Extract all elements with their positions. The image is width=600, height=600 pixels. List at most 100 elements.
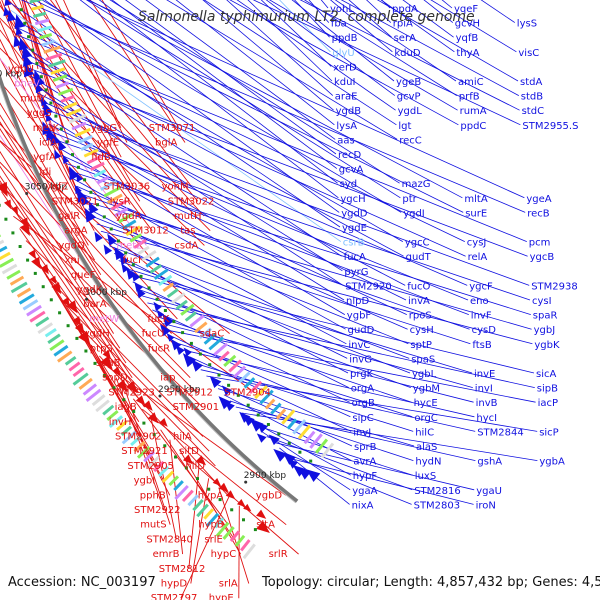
gene-label-forward: hilD (185, 461, 205, 472)
function-category-block (218, 350, 230, 362)
scale-tick-dot (172, 320, 176, 324)
scale-tick-dot (132, 410, 136, 413)
leader-line (100, 230, 533, 345)
gene-label-reverse: surE (465, 208, 487, 219)
scale-tick-dot (49, 101, 53, 105)
function-category-block (161, 470, 175, 483)
function-category-block (275, 408, 287, 420)
leader-line (179, 449, 241, 555)
reverse-gene-arrow (160, 324, 171, 337)
reverse-gene-arrow (34, 71, 45, 87)
function-category-block (175, 299, 188, 310)
gene-label-reverse: orgB (352, 398, 375, 409)
function-category-block (234, 534, 246, 547)
leader-line (194, 362, 414, 432)
scale-tick-dot (31, 48, 35, 52)
function-category-block (229, 530, 240, 542)
leader-line (15, 26, 465, 242)
reverse-gene-arrow (297, 467, 312, 480)
gene-label-reverse: ygbF (347, 311, 372, 322)
forward-gene-arrow (183, 454, 193, 465)
gene-label-reverse: stdC (522, 106, 544, 117)
leader-line (0, 123, 178, 320)
leader-line (180, 496, 230, 599)
function-category-block (37, 322, 54, 334)
leader-line (17, 34, 527, 242)
leader-line (89, 0, 186, 143)
scale-tick-dot (277, 432, 281, 436)
function-category-block (33, 11, 47, 18)
gene-label-reverse: invG (349, 354, 372, 365)
forward-gene-arrow (99, 355, 113, 370)
gene-label-reverse: gshA (477, 457, 502, 468)
forward-gene-arrow (212, 478, 221, 487)
leader-line (183, 349, 475, 418)
scale-tick-dot (207, 487, 211, 491)
gene-label-reverse: stdA (520, 77, 542, 88)
function-category-block (270, 402, 282, 415)
function-category-block (206, 512, 220, 527)
scale-tick-dot (198, 352, 202, 356)
gene-label-reverse: iacP (538, 398, 558, 409)
reverse-gene-arrow (41, 96, 48, 106)
gene-label-reverse: nlpD (346, 296, 369, 307)
forward-gene-arrow (49, 275, 57, 285)
gene-label-reverse: alaS (416, 442, 437, 453)
reverse-gene-arrow (249, 418, 264, 432)
scale-tick-dot (35, 62, 39, 65)
function-category-block (38, 32, 53, 40)
scale-tick (244, 480, 248, 484)
function-category-block (100, 179, 118, 191)
gene-label-forward: mutS (140, 520, 166, 531)
scale-tick-dot (184, 466, 188, 470)
gene-label-reverse: ygdB (336, 106, 362, 117)
gene-label-forward: ygfA (33, 152, 56, 163)
gene-label-forward: STM2923 (108, 387, 155, 398)
reverse-gene-arrow (94, 231, 103, 243)
function-category-block (26, 304, 42, 317)
gene-label-forward: invH (109, 417, 132, 428)
leader-line (157, 316, 412, 403)
scale-tick-dot (0, 203, 1, 207)
leader-line (334, 0, 457, 82)
forward-gene-arrow (31, 256, 41, 270)
scale-tick-dot (309, 459, 313, 463)
function-category-block (320, 442, 335, 459)
function-category-block (85, 388, 102, 402)
gene-label-reverse: aas (337, 135, 354, 146)
gene-label-forward: fucI (123, 255, 141, 266)
gene-label-reverse: invF (471, 311, 492, 322)
scale-label: 2900 kbp (244, 471, 287, 481)
leader-line (99, 355, 229, 496)
gene-label-forward: ygdR (116, 211, 142, 222)
function-category-block (145, 256, 160, 268)
scale-tick-dot (19, 8, 23, 12)
forward-gene-arrow (218, 482, 229, 493)
scale-tick-dot (76, 165, 80, 169)
reverse-gene-arrow (224, 401, 235, 412)
gene-label-forward: STM3012 (122, 226, 169, 237)
genome-backbone (0, 72, 299, 504)
reverse-gene-arrow (35, 82, 44, 93)
reverse-gene-arrow (156, 309, 165, 319)
gene-label-reverse: ygaU (476, 486, 502, 497)
gene-label-reverse: ygcH (340, 194, 365, 205)
function-category-block (103, 186, 121, 198)
function-category-block (315, 438, 329, 454)
leader-line (0, 165, 121, 349)
scale-tick-dot (116, 239, 120, 243)
function-category-block (34, 18, 50, 26)
gene-label-reverse: mltA (464, 194, 487, 205)
function-category-block (203, 508, 215, 520)
gene-label-reverse: iroN (476, 500, 496, 511)
scale-tick-dot (27, 35, 31, 39)
gene-label-forward: galR (58, 211, 80, 222)
gene-label-forward: fucR (148, 343, 170, 354)
gene-label-reverse: STM2920 (345, 281, 392, 292)
gene-label-reverse: kduD (394, 48, 420, 59)
leader-line (266, 436, 413, 491)
function-category-block (130, 435, 142, 447)
scale-tick-dot (196, 477, 199, 481)
scale-tick-dot (122, 398, 126, 402)
